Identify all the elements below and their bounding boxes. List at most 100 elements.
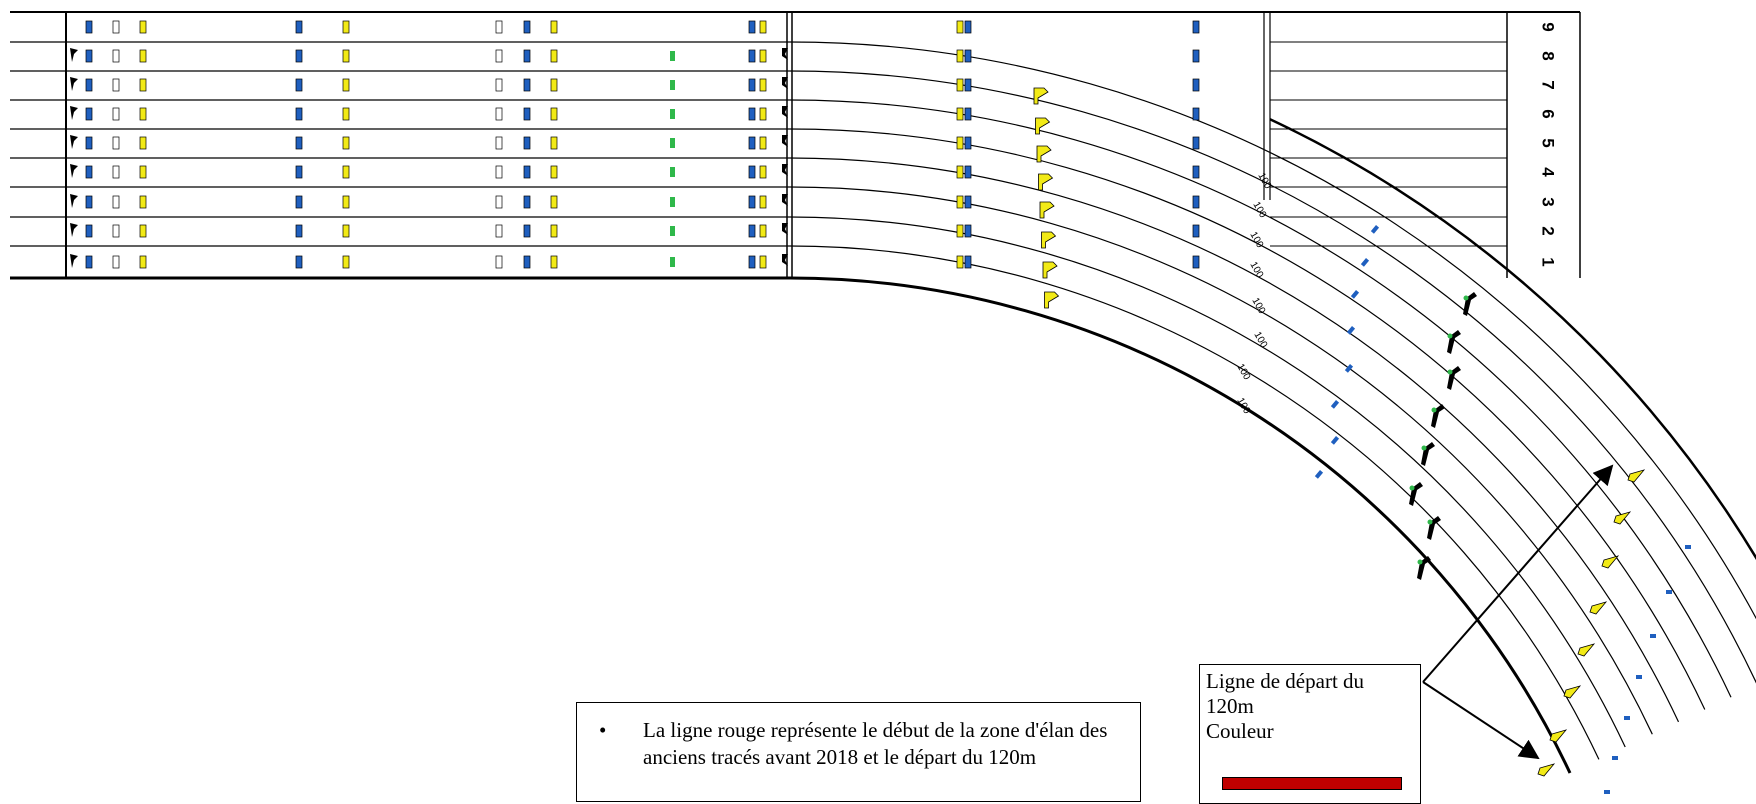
marker-green-7 [670,226,675,236]
marker-blue-3-3 [295,107,303,121]
curve-flag-7 [1044,291,1060,309]
start-block-left-2 [70,77,78,91]
marker-yellow-4-9 [759,136,767,150]
marker-blue-3-12 [1192,107,1200,121]
marker-yellow-1-7 [550,49,558,63]
curve-start-block-7 [1417,556,1431,580]
curve-start-block-2 [1447,366,1461,390]
marker-blue-1-11 [964,49,972,63]
marker-yellow-4-7 [550,136,558,150]
marker-100-6: 100 [1251,330,1269,350]
marker-yellow-3-10 [956,107,964,121]
lane-number-1: 1 [1539,257,1558,266]
marker-blue-4-6 [523,136,531,150]
marker-green-1 [670,51,675,61]
curve-blue-dash-2 [1350,289,1360,299]
lane-arc-6 [789,216,1626,748]
marker-blue-2-0 [85,78,93,92]
lane-number-8: 8 [1539,51,1558,60]
marker-yellow-6-4 [342,195,350,209]
marker-yellow-2-7 [550,78,558,92]
curve-blue-dash-7 [1314,470,1324,479]
marker-blue-3-8 [748,107,756,121]
marker-white-6-1 [112,195,120,209]
marker-yellow-5-7 [550,165,558,179]
start-block-7 [782,223,788,235]
marker-white-8-1 [112,255,120,269]
marker-yellow-7-9 [759,224,767,238]
lane-arc-1 [789,70,1756,684]
marker-blue-8-12 [1192,255,1200,269]
outer-blue-dash-2 [1650,634,1656,638]
curve-start-block-1 [1447,330,1461,354]
start-block-left-1 [70,48,78,62]
marker-white-3-1 [112,107,120,121]
marker-100-3: 100 [1247,230,1265,250]
curve-flag-6 [1042,261,1058,279]
straight-lane-lines [10,41,1507,280]
marker-yellow-0-9 [759,20,767,34]
start-block-left-7 [70,223,78,237]
start-block-1 [782,48,788,60]
marker-blue-7-12 [1192,224,1200,238]
legend-color-swatch [1222,777,1402,790]
lane-number-9: 9 [1539,22,1558,31]
curve-start-block-6 [1427,516,1441,540]
marker-yellow-8-10 [956,255,964,269]
marker-blue-5-12 [1192,165,1200,179]
outer-chevron-1 [1613,511,1632,525]
marker-blue-4-0 [85,136,93,150]
lane-arc-8 [789,276,1572,774]
legend-arrow-down [1422,681,1540,760]
marker-blue-3-6 [523,107,531,121]
marker-blue-6-0 [85,195,93,209]
marker-blue-5-6 [523,165,531,179]
marker-blue-2-6 [523,78,531,92]
curve-lane-lines [789,41,1756,774]
marker-100-7: 100 [1234,362,1252,382]
marker-yellow-4-4 [342,136,350,150]
note-box: • La ligne rouge représente le début de … [576,702,1141,802]
marker-blue-5-11 [964,165,972,179]
lane-number-6: 6 [1539,109,1558,118]
lane-number-2: 2 [1539,226,1558,235]
marker-blue-0-8 [748,20,756,34]
outer-blue-dash-0 [1685,545,1691,549]
marker-white-8-5 [495,255,503,269]
marker-blue-8-11 [964,255,972,269]
legend-box: Ligne de départ du 120m Couleur [1199,664,1421,804]
start-block-3 [782,106,788,118]
legend-line-3: Couleur [1206,719,1274,743]
curve-start-dot-7 [1417,559,1423,565]
note-list: • La ligne rouge représente le début de … [577,717,1140,771]
marker-yellow-6-9 [759,195,767,209]
marker-yellow-8-7 [550,255,558,269]
curve-flag-5 [1041,231,1057,249]
curve-flag-3 [1038,173,1054,191]
curve-blue-dash-6 [1330,435,1340,445]
curve-start-dot-5 [1409,485,1415,491]
marker-yellow-7-2 [139,224,147,238]
outer-chevron-0 [1627,469,1646,483]
note-text: La ligne rouge représente le début de la… [643,718,1108,769]
curve-blue-dash-1 [1360,258,1370,267]
marker-100-1: 100 [1255,171,1273,191]
marker-yellow-7-4 [342,224,350,238]
marker-yellow-1-2 [139,49,147,63]
marker-white-1-1 [112,49,120,63]
marker-yellow-5-4 [342,165,350,179]
marker-white-7-5 [495,224,503,238]
curve-start-block-0 [1463,292,1477,316]
marker-white-5-1 [112,165,120,179]
marker-blue-1-12 [1192,49,1200,63]
marker-blue-6-3 [295,195,303,209]
outer-blue-dash-4 [1624,716,1630,720]
marker-blue-0-12 [1192,20,1200,34]
marker-white-1-5 [495,49,503,63]
marker-yellow-0-4 [342,20,350,34]
marker-yellow-3-2 [139,107,147,121]
marker-blue-0-11 [964,20,972,34]
marker-blue-4-11 [964,136,972,150]
curve-flag-4 [1039,201,1055,219]
outer-chevron-7 [1537,763,1556,777]
